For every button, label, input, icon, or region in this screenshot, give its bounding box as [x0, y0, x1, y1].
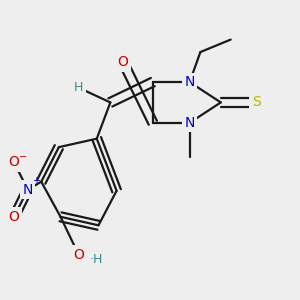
Text: −: − [19, 152, 27, 162]
Text: O: O [73, 248, 84, 262]
Text: N: N [184, 75, 195, 89]
Text: +: + [32, 176, 40, 186]
Text: H: H [74, 81, 83, 94]
Text: N: N [22, 183, 33, 196]
Text: S: S [252, 95, 260, 110]
Text: ·H: ·H [90, 254, 104, 266]
Text: N: N [184, 116, 195, 130]
Text: O: O [9, 210, 20, 224]
Text: O: O [118, 55, 128, 69]
Text: O: O [9, 155, 20, 170]
